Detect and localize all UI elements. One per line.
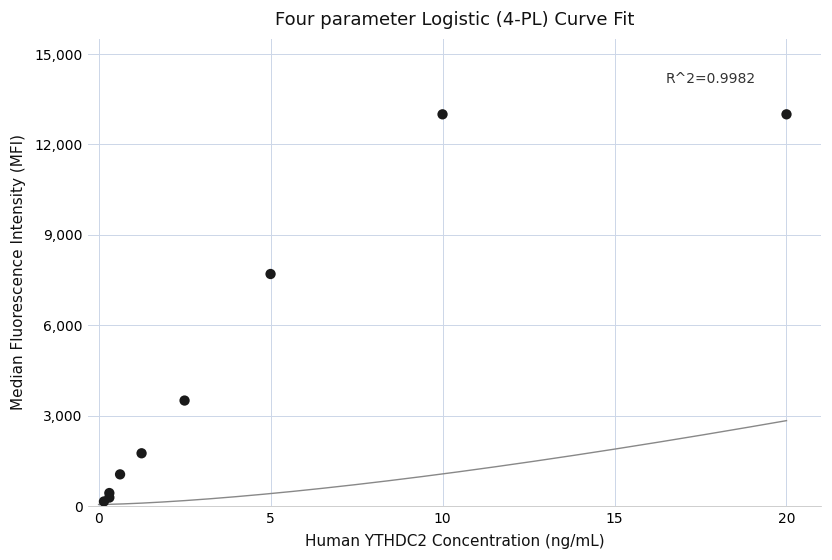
X-axis label: Human YTHDC2 Concentration (ng/mL): Human YTHDC2 Concentration (ng/mL) bbox=[305, 534, 604, 549]
Point bbox=[264, 269, 277, 278]
Y-axis label: Median Fluorescence Intensity (MFI): Median Fluorescence Intensity (MFI) bbox=[11, 134, 26, 410]
Point bbox=[113, 470, 126, 479]
Point bbox=[102, 493, 116, 502]
Point bbox=[102, 488, 116, 497]
Point bbox=[97, 497, 111, 506]
Point bbox=[780, 110, 793, 119]
Title: Four parameter Logistic (4-PL) Curve Fit: Four parameter Logistic (4-PL) Curve Fit bbox=[275, 11, 634, 29]
Point bbox=[178, 396, 191, 405]
Point bbox=[436, 110, 449, 119]
Point bbox=[135, 449, 148, 458]
Text: R^2=0.9982: R^2=0.9982 bbox=[666, 72, 756, 86]
